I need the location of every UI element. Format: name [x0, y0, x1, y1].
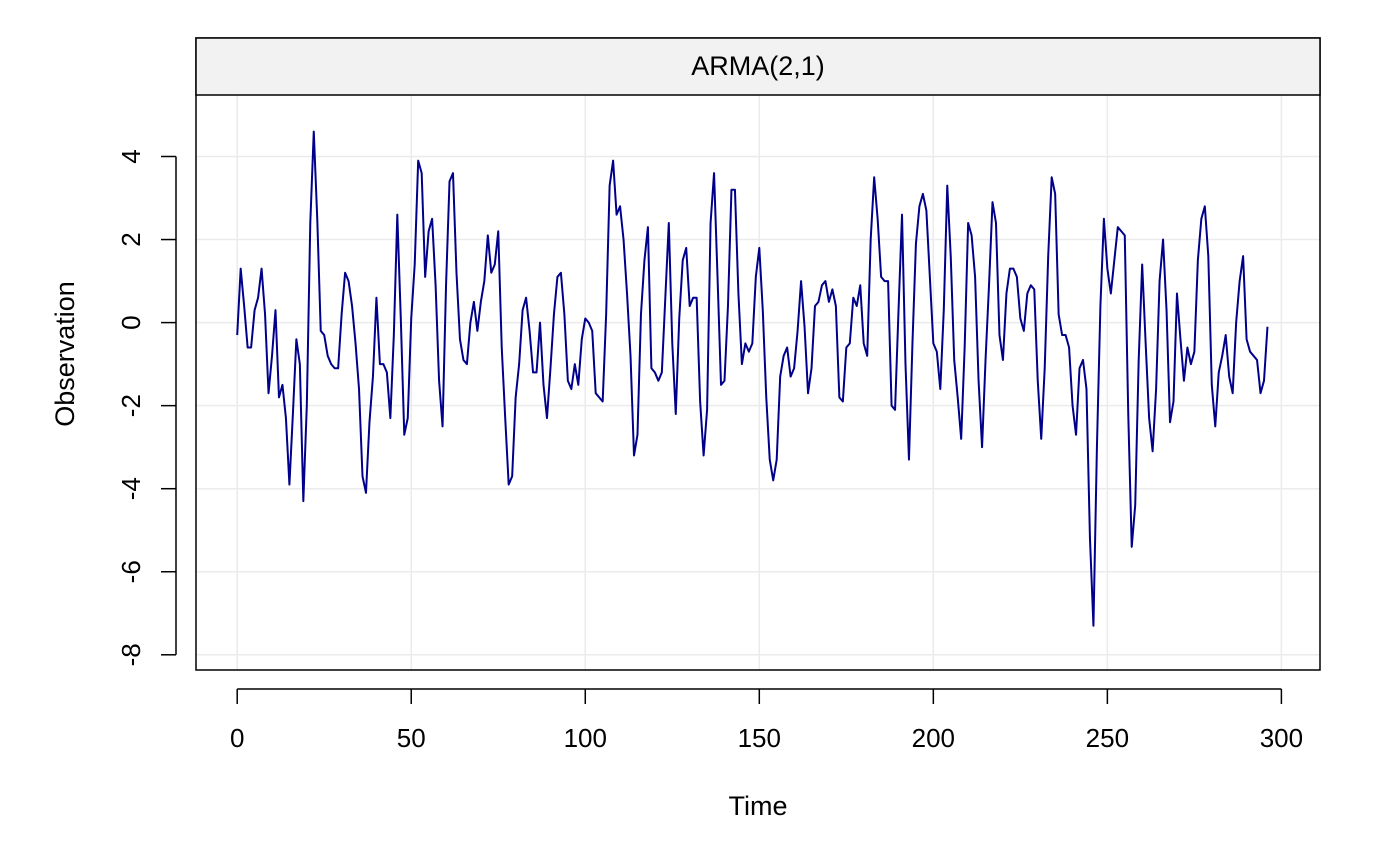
y-tick-label: 4: [116, 149, 146, 163]
y-tick-label: 2: [116, 232, 146, 246]
y-tick-label: -4: [116, 477, 146, 500]
x-tick-label: 250: [1086, 723, 1129, 753]
x-tick-label: 200: [912, 723, 955, 753]
panel-strip: [195, 37, 1321, 96]
y-axis: 4 2 0 -2 -4 -6 -8: [116, 149, 177, 666]
panel-title: ARMA(2,1): [691, 51, 825, 81]
series-line: [236, 130, 1269, 627]
plot-frame: [195, 37, 1321, 671]
x-tick-label: 100: [564, 723, 607, 753]
x-tick-label: 0: [230, 723, 244, 753]
y-axis-label: Observation: [50, 281, 80, 427]
y-tick-label: -6: [116, 560, 146, 583]
y-tick-label: 0: [116, 315, 146, 329]
y-tick-label: -2: [116, 394, 146, 417]
x-tick-label: 50: [397, 723, 426, 753]
grid-lines: [196, 95, 1320, 670]
x-tick-label: 150: [738, 723, 781, 753]
x-axis: 0 50 100 150 200 250 300: [230, 688, 1303, 753]
x-tick-label: 300: [1260, 723, 1303, 753]
x-axis-label: Time: [729, 791, 788, 821]
y-tick-label: -8: [116, 643, 146, 666]
